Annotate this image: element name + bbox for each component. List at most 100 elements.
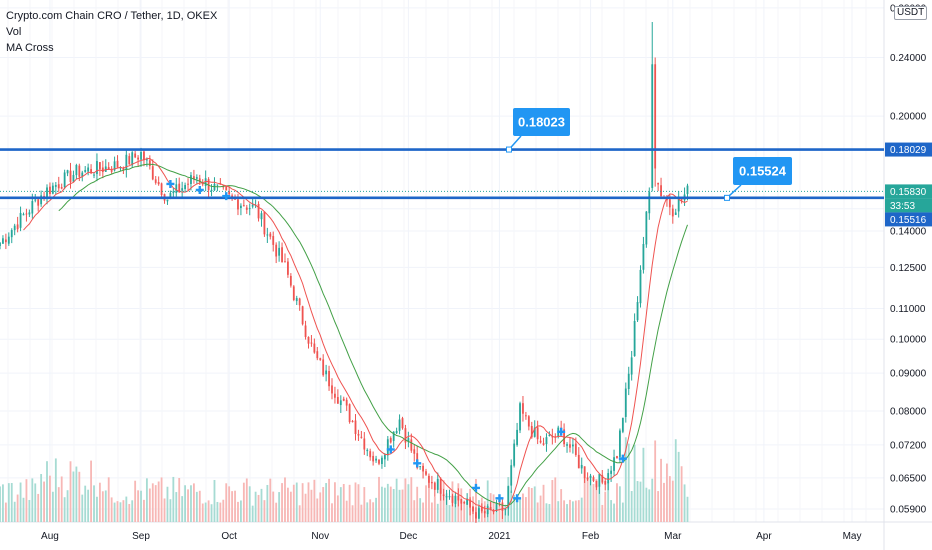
- volume-bar: [43, 481, 45, 522]
- candle-body: [580, 464, 583, 469]
- volume-bar: [260, 488, 263, 522]
- volume-bar: [7, 483, 10, 522]
- candle-body: [369, 451, 372, 458]
- currency-unit-badge[interactable]: USDT: [894, 6, 928, 20]
- candle-body: [37, 199, 40, 206]
- candle-body: [7, 236, 10, 244]
- volume-bar: [151, 483, 154, 522]
- candle-body: [589, 475, 592, 478]
- price-tick-label: 0.05900: [890, 505, 927, 516]
- price-tick-label: 0.20000: [890, 112, 927, 123]
- volume-bar: [454, 496, 457, 522]
- candle-body: [210, 189, 213, 191]
- volume-bar: [660, 458, 662, 522]
- volume-bar: [231, 491, 234, 522]
- candle-body: [425, 471, 427, 475]
- candle-body: [198, 178, 201, 182]
- volume-bar: [119, 502, 122, 522]
- candle-body: [192, 176, 195, 180]
- candle-body: [34, 199, 37, 201]
- candle-body: [360, 436, 363, 438]
- volume-bar: [583, 478, 586, 522]
- candle-body: [513, 443, 516, 466]
- candle-body: [592, 477, 595, 481]
- volume-bar: [204, 502, 207, 522]
- candle-body: [260, 213, 263, 220]
- volume-bar: [175, 492, 178, 522]
- candle-body: [143, 151, 145, 161]
- candle-body: [145, 159, 148, 161]
- candle-body: [433, 482, 436, 490]
- candle-body: [495, 503, 498, 511]
- volume-bar: [143, 499, 145, 522]
- volume-bar: [131, 500, 134, 522]
- volume-bar: [140, 490, 142, 522]
- volume-bar: [122, 500, 125, 522]
- ma-cross-indicator-label[interactable]: MA Cross: [6, 42, 54, 54]
- volume-bar: [610, 500, 613, 522]
- candle-body: [281, 247, 283, 263]
- candle-body: [633, 321, 636, 357]
- candle-body: [516, 429, 518, 445]
- candle-body: [301, 306, 304, 325]
- candle-body: [577, 454, 580, 469]
- candle-body: [298, 298, 301, 306]
- candle-body: [49, 186, 51, 194]
- volume-bar: [542, 484, 545, 522]
- slow-ma-line: [58, 163, 688, 507]
- volume-bar: [178, 478, 181, 522]
- volume-bar: [310, 489, 313, 522]
- volume-bar: [604, 491, 607, 522]
- candle-body: [674, 212, 677, 215]
- price-axis-label: 33:53: [890, 201, 915, 212]
- volume-bar: [325, 483, 328, 522]
- price-axis-label-bg: [885, 212, 932, 227]
- volume-bar: [134, 480, 137, 522]
- ma-cross-marker: [557, 427, 566, 436]
- candle-body: [383, 454, 386, 460]
- volume-bar: [683, 484, 686, 522]
- volume-bar: [642, 447, 645, 522]
- candle-body: [492, 510, 495, 513]
- candle-body: [422, 465, 424, 472]
- candle-body: [113, 161, 116, 171]
- volume-bar: [651, 478, 654, 522]
- volume-bar: [363, 487, 366, 522]
- candle-body: [72, 174, 75, 182]
- symbol-title[interactable]: Crypto.com Chain CRO / Tether, 1D, OKEX: [6, 10, 218, 22]
- volume-bar: [448, 505, 451, 522]
- volume-bar: [316, 498, 319, 522]
- candle-body: [222, 186, 225, 188]
- volume-bar: [154, 485, 157, 522]
- price-annotations[interactable]: 0.18023 0.15524: [506, 108, 793, 201]
- candle-body: [375, 458, 377, 461]
- volume-bar: [25, 479, 28, 522]
- horizontal-levels[interactable]: [0, 148, 884, 200]
- volume-bar: [574, 500, 577, 522]
- time-tick-label: Aug: [41, 531, 59, 542]
- volume-bar: [354, 482, 357, 522]
- candle-body: [463, 502, 466, 504]
- candle-body: [410, 439, 413, 451]
- candle-body: [539, 440, 542, 443]
- candle-body: [436, 478, 439, 490]
- candle-body: [40, 195, 43, 205]
- volume-bar: [527, 487, 530, 522]
- volume-indicator-label[interactable]: Vol: [6, 26, 22, 38]
- volume-bar: [513, 495, 516, 522]
- candle-body: [216, 184, 219, 186]
- time-tick-label: Feb: [582, 531, 600, 542]
- candle-body: [46, 187, 48, 198]
- time-axis[interactable]: Aug Sep Oct Nov Dec 2021 Feb Mar Apr May: [41, 531, 861, 542]
- volume-bar: [322, 487, 325, 522]
- candle-body: [554, 436, 557, 438]
- candle-body: [0, 242, 1, 247]
- price-axis[interactable]: 0.280000.240000.200000.150000.140000.125…: [885, 3, 932, 516]
- volume-bar: [607, 481, 610, 522]
- volume-bar: [571, 501, 574, 522]
- candle-body: [122, 168, 125, 170]
- price-tick-label: 0.10000: [890, 335, 927, 346]
- candle-body: [428, 475, 430, 483]
- volume-bar: [357, 484, 360, 522]
